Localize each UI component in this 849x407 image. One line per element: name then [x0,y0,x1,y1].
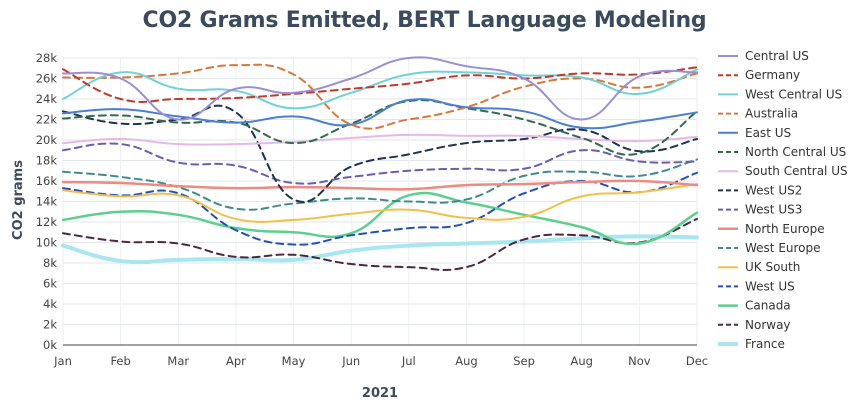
y-tick-label: 0k [43,338,57,352]
series-lines [61,56,699,271]
legend-item-west-us3[interactable]: West US3 [718,203,802,217]
legend-item-australia[interactable]: Australia [718,107,798,121]
legend-item-germany[interactable]: Germany [718,68,800,82]
legend-label: West Central US [745,87,842,101]
x-axis-title: 2021 [362,386,398,401]
legend-label: Australia [745,107,798,121]
x-tick-label: Mar [167,354,189,368]
series-line-west-us3 [62,142,698,185]
y-tick-label: 16k [36,174,58,188]
legend-label: Canada [745,299,791,313]
x-tick-label: Jun [341,354,360,368]
x-tick-label: Apr [226,354,246,368]
legend-label: South Central US [745,164,848,178]
x-tick-label: Nov [628,354,651,368]
legend-label: East US [745,126,791,140]
legend-label: North Central US [745,145,846,159]
legend-item-canada[interactable]: Canada [718,299,791,313]
legend-label: West US [745,279,795,293]
legend-label: Germany [745,68,800,82]
y-tick-label: 2k [43,318,57,332]
series-line-germany [62,66,698,103]
y-axis-title: CO2 grams [11,160,26,240]
legend-item-central-us[interactable]: Central US [718,49,809,63]
x-tick-label: Aug [570,354,592,368]
legend-item-west-us2[interactable]: West US2 [718,183,802,197]
legend-item-france[interactable]: France [718,337,785,351]
legend-item-west-europe[interactable]: West Europe [718,241,821,255]
legend-item-north-central-us[interactable]: North Central US [718,145,846,159]
x-tick-label: Feb [110,354,130,368]
y-tick-label: 20k [36,133,58,147]
series-line-north-europe [61,179,699,191]
y-tick-label: 24k [36,92,58,106]
x-tick-label: Sep [513,354,535,368]
legend-item-west-central-us[interactable]: West Central US [718,87,842,101]
series-line-north-central-us [62,99,698,156]
x-tick-label: May [282,354,306,368]
y-tick-label: 4k [43,297,57,311]
series-line-west-us2 [62,104,698,203]
legend-label: West US2 [745,183,802,197]
series-line-canada [61,191,699,246]
legend-item-west-us[interactable]: West US [718,279,795,293]
series-line-west-central-us [62,68,698,110]
x-tick-label: Aug [455,354,477,368]
y-tick-label: 8k [43,256,57,270]
x-tick-label: Dec [686,354,708,368]
x-tick-label: Jul [401,354,416,368]
y-tick-label: 10k [36,236,58,250]
legend: Central US Germany West Central US Australi… [718,49,848,351]
series-line-france [61,234,699,265]
legend-label: North Europe [745,222,825,236]
y-tick-label: 12k [36,215,58,229]
legend-label: Norway [745,318,791,332]
series-line-central-us [62,56,698,121]
legend-label: West Europe [745,241,821,255]
legend-label: France [745,337,785,351]
legend-item-south-central-us[interactable]: South Central US [718,164,848,178]
legend-item-norway[interactable]: Norway [718,318,791,332]
y-tick-label: 22k [36,113,58,127]
legend-item-north-europe[interactable]: North Europe [718,222,825,236]
series-line-east-us [62,98,698,130]
y-tick-label: 26k [36,72,58,86]
legend-item-east-us[interactable]: East US [718,126,791,140]
y-tick-label: 18k [36,154,58,168]
x-tick-label: Jan [53,354,72,368]
axes: 0k 2k 4k 6k 8k 10k 12k 14k 16k 18k 20k 22k 24k 26k 28k… [36,51,708,368]
legend-item-uk-south[interactable]: UK South [718,260,800,274]
legend-label: UK South [745,260,800,274]
y-tick-label: 14k [36,195,58,209]
series-line-norway [62,217,698,271]
y-tick-label: 28k [36,51,58,65]
y-tick-label: 6k [43,277,57,291]
legend-label: West US3 [745,203,802,217]
legend-label: Central US [745,49,809,63]
chart-title: CO2 Grams Emitted, BERT Language Modelin… [142,8,707,33]
series-line-australia [62,63,698,130]
series-line-uk-south [62,183,698,223]
